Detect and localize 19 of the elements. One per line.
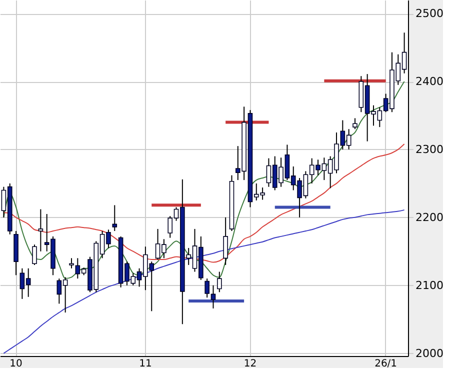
candlestick xyxy=(32,244,37,266)
candlestick xyxy=(352,118,358,130)
y-tick-label: 2400 xyxy=(416,75,444,88)
y-tick-label: 2300 xyxy=(416,142,444,156)
line-series xyxy=(3,209,405,354)
candlestick xyxy=(204,278,210,298)
y-tick-label: 2500 xyxy=(416,7,444,20)
x-tick-label: 12 xyxy=(244,358,257,370)
candlestick xyxy=(38,208,44,252)
candlestick xyxy=(112,204,118,232)
y-tick-label: 2200 xyxy=(416,210,444,224)
x-tick-label: 26/1 xyxy=(374,358,398,370)
candlestick xyxy=(210,284,216,309)
candlestick xyxy=(217,271,222,293)
x-tick-label: 11 xyxy=(139,358,152,370)
candlestick xyxy=(223,216,228,266)
x-tick-label: 10 xyxy=(10,358,22,370)
y-tick-label: 2100 xyxy=(416,278,444,292)
y-tick-label: 2000 xyxy=(416,346,444,360)
